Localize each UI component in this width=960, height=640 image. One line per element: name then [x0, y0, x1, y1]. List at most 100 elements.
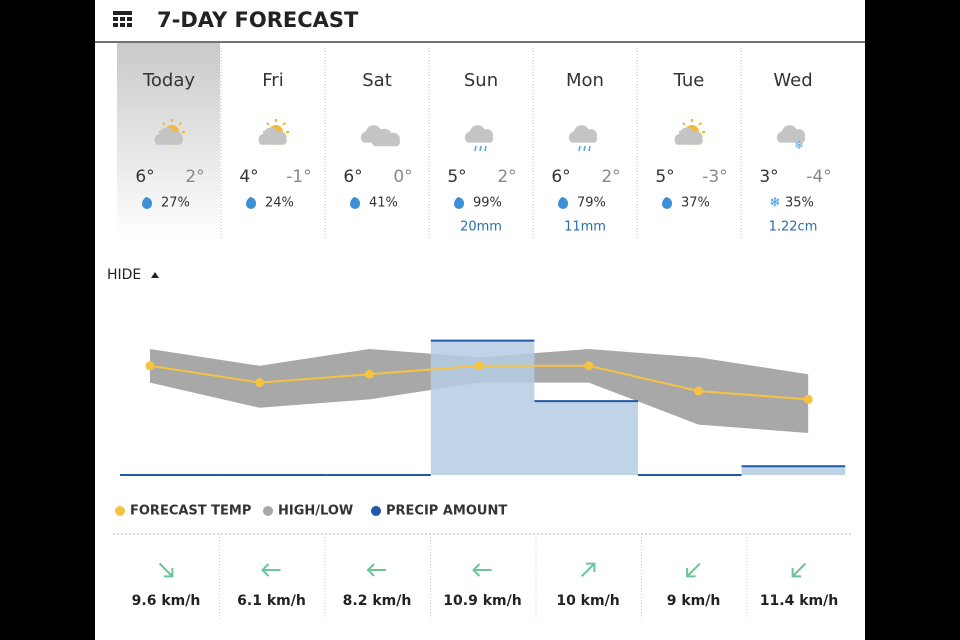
day-name: Tue	[673, 70, 705, 91]
sun-ray	[178, 122, 182, 126]
precip-chance: 41%	[369, 196, 398, 211]
title: 7-DAY FORECAST	[157, 8, 359, 32]
sun-ray	[266, 122, 270, 126]
forecast-temp-point	[803, 394, 813, 404]
drop-icon	[142, 197, 152, 209]
drop-icon	[454, 197, 464, 209]
arrow-head	[261, 563, 270, 577]
wind-arrow	[366, 563, 386, 577]
high-temp: 5°	[655, 167, 674, 187]
day-name: Today	[142, 70, 195, 91]
day-name: Fri	[262, 70, 283, 91]
arrow-shaft	[791, 562, 807, 578]
arrow-head	[585, 562, 596, 573]
rain-drop	[578, 145, 581, 152]
forecast-temp-point	[584, 361, 594, 371]
high-temp: 6°	[551, 167, 570, 187]
wind-speed: 10.9 km/h	[443, 593, 521, 609]
day-column: Tue 5° -3° 37%	[636, 48, 728, 238]
forecast-temp-point	[255, 378, 265, 388]
cloud	[568, 125, 598, 143]
low-temp: -4°	[806, 167, 831, 187]
wind-arrow	[472, 563, 492, 577]
weather-icon	[258, 119, 289, 145]
toggle[interactable]: HIDE	[107, 267, 159, 283]
rain-drop	[583, 145, 586, 152]
precip-chance: 79%	[577, 196, 606, 211]
sun-ray	[282, 122, 286, 126]
weather-icon	[360, 125, 400, 147]
day-column: Wed ❄ 3° -4° ❄ 35% 1.22cm	[740, 48, 832, 238]
legend-swatch	[263, 506, 273, 516]
arrow-shaft	[158, 562, 174, 578]
low-temp: 2°	[497, 167, 516, 187]
rain-drop	[474, 145, 477, 152]
sun-ray	[162, 122, 166, 126]
legend-label: FORECAST TEMP	[130, 504, 251, 519]
weather-icon	[568, 125, 598, 152]
arrow-head	[366, 563, 375, 577]
snow-mark: ❄	[794, 139, 803, 152]
low-temp: 2°	[601, 167, 620, 187]
drop-icon	[350, 197, 360, 209]
low-temp: 0°	[393, 167, 412, 187]
precip-chance: 24%	[265, 196, 294, 211]
precip-chance: 37%	[681, 196, 710, 211]
weather-icon	[154, 119, 185, 145]
forecast-temp-point	[145, 361, 155, 371]
high-temp: 6°	[343, 167, 362, 187]
precip-chance: 27%	[161, 196, 190, 211]
high-temp: 3°	[759, 167, 778, 187]
high-low-band	[150, 349, 809, 433]
arrow-head	[163, 567, 174, 578]
arrow-head	[472, 563, 481, 577]
legend-swatch	[115, 506, 125, 516]
legend: FORECAST TEMP HIGH/LOW PRECIP AMOUNT	[115, 504, 507, 519]
wind-arrow	[580, 562, 596, 578]
cloud	[258, 127, 287, 145]
wind-speed: 11.4 km/h	[760, 593, 838, 609]
weather-icon	[464, 125, 494, 152]
weather-icon	[674, 119, 705, 145]
precip-bar	[430, 340, 535, 475]
legend-label: PRECIP AMOUNT	[386, 504, 507, 519]
wind-speed: 6.1 km/h	[237, 593, 306, 609]
precip-amount: 11mm	[564, 220, 606, 235]
day-column: Sat 6° 0° 41%	[324, 48, 413, 238]
low-temp: -3°	[702, 167, 727, 187]
chart	[120, 339, 846, 476]
wind-speed: 10 km/h	[556, 593, 619, 609]
low-temp: -1°	[286, 167, 311, 187]
day-column: Sun 5° 2° 99% 20mm	[428, 48, 517, 238]
sun-ray	[682, 122, 686, 126]
wind-speed: 9.6 km/h	[132, 593, 201, 609]
arrow-shaft	[686, 562, 701, 578]
precip-bar	[534, 401, 638, 475]
calendar-icon	[113, 11, 132, 27]
day-name: Mon	[566, 70, 604, 91]
cloud	[674, 127, 703, 145]
wind-arrow	[158, 562, 174, 578]
precip-bar	[741, 466, 846, 475]
legend-label: HIGH/LOW	[278, 504, 353, 519]
precip-amount: 1.22cm	[769, 220, 818, 235]
cloud	[371, 128, 400, 147]
snow-icon: ❄	[770, 196, 781, 211]
rain-drop	[479, 145, 482, 152]
wind-speed: 9 km/h	[667, 593, 721, 609]
high-temp: 6°	[135, 167, 154, 187]
cloud	[154, 127, 183, 145]
rain-drop	[588, 145, 591, 152]
day-columns: Today 6° 2° 27% Fri 4° -1° 24% Sat 6° 0° 41% Sun 5° 2°…	[135, 48, 832, 238]
forecast-temp-point	[694, 386, 703, 396]
toggle-caret[interactable]	[151, 272, 159, 278]
forecast-temp-point	[364, 369, 374, 379]
arrow-shaft	[580, 562, 596, 578]
toggle-label[interactable]: HIDE	[107, 267, 141, 283]
day-name: Wed	[773, 70, 812, 91]
wind-arrow	[261, 563, 281, 577]
precip-chance: 99%	[473, 196, 502, 211]
forecast-temp-point	[474, 361, 484, 371]
cloud	[464, 125, 494, 143]
day-column: Fri 4° -1° 24%	[220, 48, 312, 238]
